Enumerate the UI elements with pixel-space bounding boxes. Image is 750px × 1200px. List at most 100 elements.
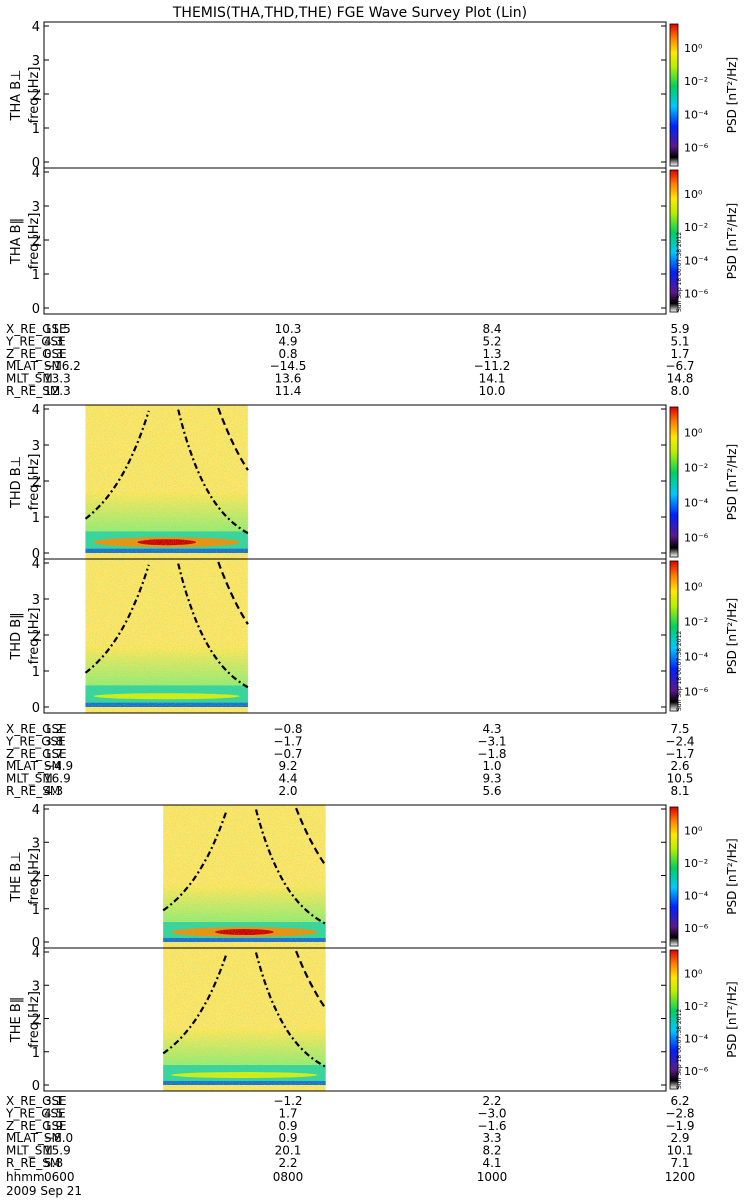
- colorbar-label: PSD [nT²/Hz]: [725, 838, 739, 914]
- freq-axis-label: freq [Hz]: [27, 213, 42, 270]
- colorbar: [669, 23, 679, 167]
- spectrogram-data: [85, 559, 248, 713]
- ephem-row-label: X_RE_GSE: [6, 322, 67, 336]
- ephem-row-label: MLT_SM: [6, 772, 53, 786]
- ephem-value: −8.0: [44, 1131, 73, 1145]
- colorbar-tick-label: 10⁻⁴: [684, 889, 709, 902]
- ephem-value: −3.1: [477, 734, 506, 748]
- ephem-value: 10.3: [275, 322, 302, 336]
- spectrogram-texture: [163, 805, 326, 948]
- colorbar-tick-label: 10⁰: [684, 426, 703, 439]
- ephem-value: 13.6: [275, 372, 302, 386]
- spectrogram-data: [163, 948, 326, 1091]
- panel-background: [44, 805, 666, 948]
- colorbar-tick-label: 10⁰: [684, 188, 703, 201]
- panel-1: 0 1 2 3 4 THA B‖ freq [Hz] 10⁰ 10⁻² 10⁻⁴ 10⁻⁶ PSD […: [9, 166, 739, 317]
- time-tick-0600: 0600: [44, 1170, 75, 1184]
- colorbar-tick-label: 10⁻⁶: [684, 287, 709, 300]
- colorbar: [669, 406, 679, 558]
- ephem-value: 0.9: [278, 1131, 297, 1145]
- ephem-value: 6.2: [670, 1094, 689, 1108]
- ephem-value: 4.3: [44, 334, 63, 348]
- ephem-value: 1.9: [44, 1119, 63, 1133]
- cyclotron-curve: [84, 410, 150, 520]
- colorbar-tick-label: 10⁻⁶: [684, 1065, 709, 1078]
- colorbar-tick-label: 10⁻²: [684, 1000, 708, 1013]
- probe-label: THD B‖: [9, 612, 24, 660]
- colorbar-tick-label: 10⁰: [684, 42, 703, 55]
- freq-tick-label: 1: [32, 1046, 40, 1061]
- colorbar-label: PSD [nT²/Hz]: [725, 444, 739, 520]
- ephem-value: 1.7: [278, 1106, 297, 1120]
- freq-tick-label: 0: [32, 547, 40, 562]
- colorbar-label: PSD [nT²/Hz]: [725, 598, 739, 674]
- freq-tick-label: 1: [32, 122, 40, 137]
- freq-tick-label: 3: [32, 439, 40, 454]
- spectrogram-texture: [85, 405, 248, 559]
- colorbar-label: PSD [nT²/Hz]: [725, 981, 739, 1057]
- freq-tick-label: 0: [32, 701, 40, 716]
- colorbar-tick-label: 10⁻⁴: [684, 254, 709, 267]
- ephem-value: 4.1: [482, 1156, 501, 1170]
- freq-tick-label: 2: [32, 475, 40, 490]
- ephem-value: 2.9: [670, 1131, 689, 1145]
- ephem-value: 20.1: [275, 1144, 302, 1158]
- ephem-value: 11.5: [44, 322, 71, 336]
- ephem-value: 11.4: [275, 384, 302, 398]
- colorbar-label: PSD [nT²/Hz]: [725, 203, 739, 279]
- time-tick-1200: 1200: [665, 1170, 696, 1184]
- panel-0: 0 1 2 3 4 THA B⊥ freq [Hz] 10⁰ 10⁻² 10⁻⁴ 10⁻⁶ PSD […: [9, 20, 739, 171]
- ephem-row-label: Y_RE_GSE: [5, 334, 66, 348]
- ephem-value: 15.9: [44, 1144, 71, 1158]
- probe-label: THE B⊥: [9, 851, 24, 902]
- ephem-value: 4.3: [44, 784, 63, 798]
- ephem-row-label: R_RE_SM: [6, 784, 60, 798]
- freq-tick-label: 0: [32, 302, 40, 317]
- panel-4: 0 1 2 3 4 THE B⊥ freq [Hz] 10⁰ 10⁻² 10⁻⁴ 10⁻⁶ PSD […: [9, 803, 739, 951]
- panel-5: 0 1 2 3 4 THE B‖ freq [Hz] 10⁰ 10⁻² 10⁻⁴ 10⁻⁶ PSD […: [9, 946, 739, 1094]
- colorbar-tick-label: 10⁻⁶: [684, 141, 709, 154]
- freq-tick-label: 3: [32, 200, 40, 215]
- cyclotron-curve: [162, 953, 228, 1055]
- ephem-value: 2.2: [278, 1156, 297, 1170]
- spectrogram-texture: [85, 559, 248, 713]
- ephem-row-label: MLAT_SM: [6, 759, 62, 773]
- freq-tick-label: 1: [32, 268, 40, 283]
- probe-label: THD B⊥: [9, 456, 24, 509]
- panel-frame: [43, 558, 667, 714]
- freq-tick-label: 4: [32, 803, 40, 818]
- ephem-row-label: MLT_SM: [6, 1144, 53, 1158]
- cyclotron-curve: [177, 409, 249, 535]
- ephem-value: 2.6: [670, 759, 689, 773]
- colorbar-tick-label: 10⁻²: [684, 857, 708, 870]
- freq-tick-label: 2: [32, 88, 40, 103]
- ephem-value: 8.2: [482, 1144, 501, 1158]
- ephem-value: 1.3: [482, 347, 501, 361]
- ephem-value: 7.5: [670, 722, 689, 736]
- ephem-value: 4.9: [278, 334, 297, 348]
- colorbar: [669, 806, 679, 947]
- ephem-value: 12.3: [44, 384, 71, 398]
- run-timestamp: Sun Sep 18 00:07:38 2012: [676, 631, 683, 711]
- freq-axis-label: freq [Hz]: [27, 67, 42, 124]
- ephem-value: −0.8: [273, 722, 302, 736]
- figure-title: THEMIS(THA,THD,THE) FGE Wave Survey Plot…: [172, 5, 527, 21]
- ephem-row-label: R_RE_SM: [6, 384, 60, 398]
- ephem-value: −1.2: [273, 1094, 302, 1108]
- ephem-value: 10.0: [479, 384, 506, 398]
- ephem-value: −1.7: [273, 734, 302, 748]
- observation-date: 2009 Sep 21: [6, 1184, 82, 1198]
- ephem-value: 5.1: [670, 334, 689, 348]
- ephem-value: −14.5: [270, 359, 307, 373]
- time-tick-0800: 0800: [273, 1170, 304, 1184]
- freq-tick-label: 4: [32, 946, 40, 961]
- cyclotron-curve: [177, 563, 249, 689]
- ephem-value: −11.2: [474, 359, 511, 373]
- ephem-value: 9.3: [482, 772, 501, 786]
- ephem-value: 13.3: [44, 372, 71, 386]
